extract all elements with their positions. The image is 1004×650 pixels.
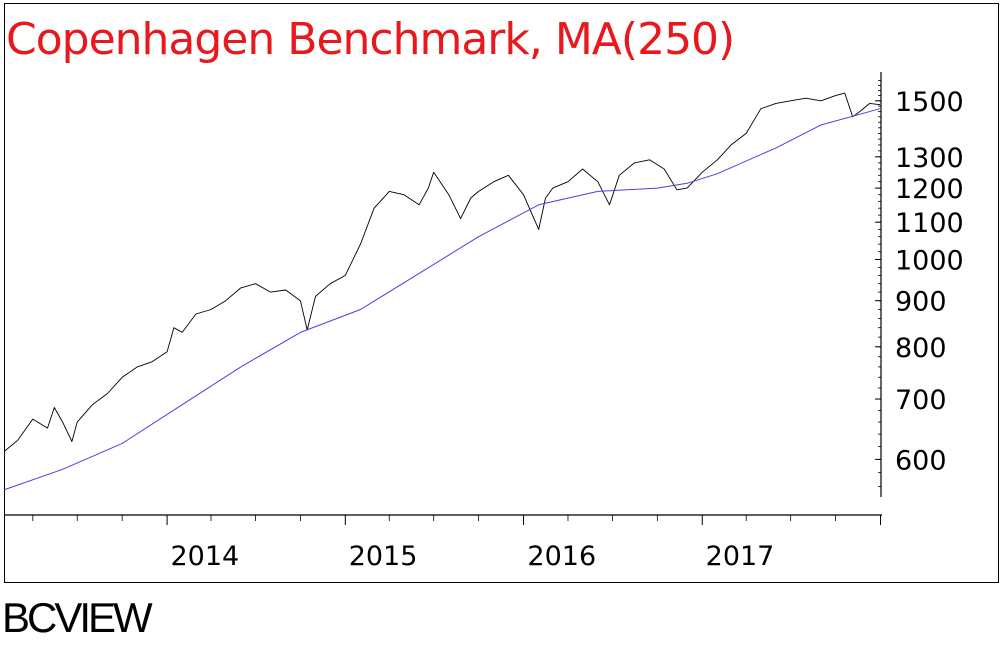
x-tick-labels: 2014 2015 2016 2017 [170, 541, 774, 572]
y-tick-label: 600 [895, 445, 947, 476]
y-tick-label: 1300 [895, 143, 964, 174]
y-tick-label: 1000 [895, 245, 964, 276]
moving-average-line [3, 108, 881, 491]
x-tick-label: 2015 [349, 541, 418, 572]
x-tick-label: 2016 [527, 541, 596, 572]
y-tick-label: 700 [895, 385, 947, 416]
chart-title: Copenhagen Benchmark, MA(250) [6, 14, 735, 65]
y-tick-label: 800 [895, 333, 947, 364]
y-tick-label: 1500 [895, 87, 964, 118]
brand-footer: BCVIEW [2, 594, 153, 641]
y-tick-label: 1100 [895, 208, 964, 239]
x-ticks [32, 515, 881, 525]
y-tick-label: 1200 [895, 174, 964, 205]
series-layer [3, 92, 881, 491]
price-line [3, 92, 881, 452]
y-major-ticks [875, 100, 881, 460]
chart-frame [4, 3, 999, 583]
x-tick-label: 2017 [706, 541, 775, 572]
y-tick-label: 900 [895, 287, 947, 318]
x-tick-label: 2014 [170, 541, 239, 572]
